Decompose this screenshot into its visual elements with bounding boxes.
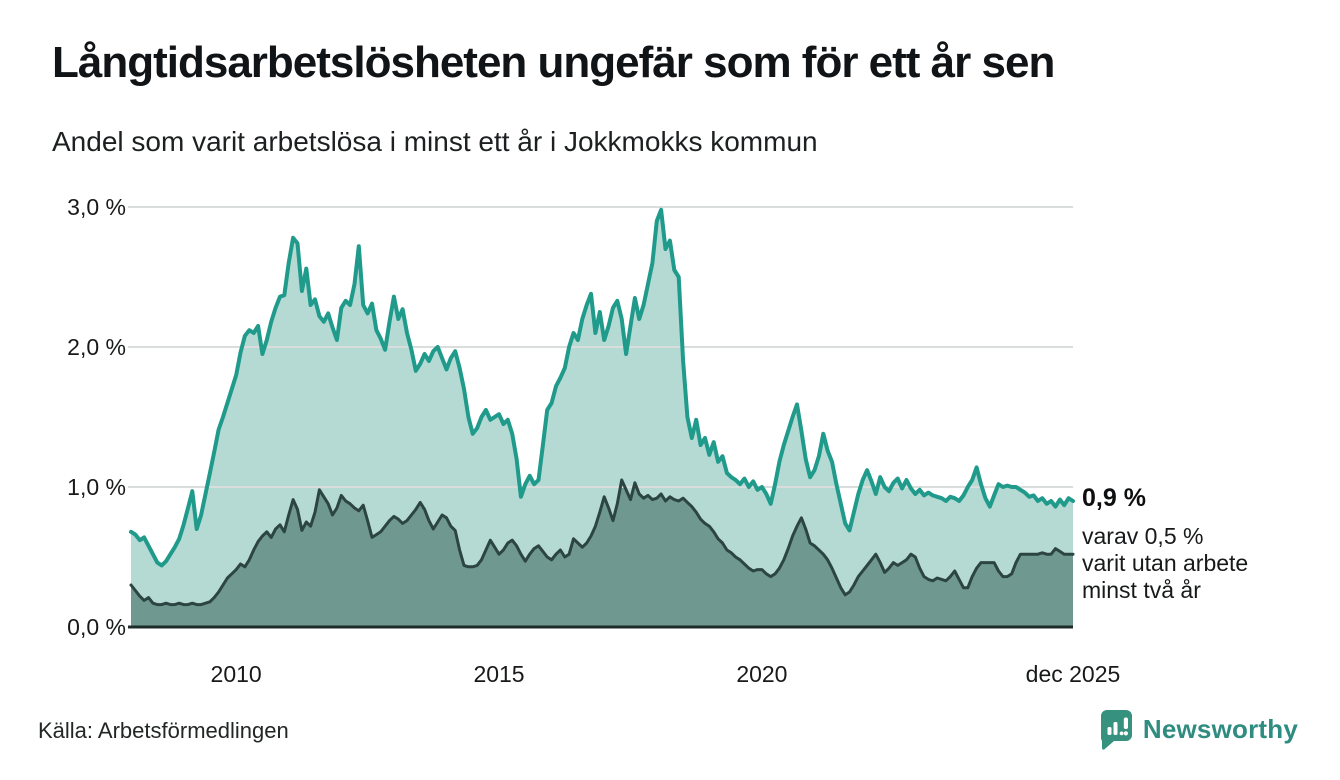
source-credit: Källa: Arbetsförmedlingen: [38, 718, 289, 743]
end-value-annotation: 0,9 % varav 0,5 % varit utan arbete mins…: [1082, 484, 1332, 604]
x-tick-2010: 2010: [210, 661, 262, 687]
x-tick-2015: 2015: [473, 661, 525, 687]
end-value-sub-1: varav 0,5 %: [1082, 523, 1204, 549]
y-tick-0: 0,0 %: [67, 614, 126, 640]
x-tick-dec-2025: dec 2025: [1025, 661, 1121, 687]
y-tick-1: 1,0 %: [67, 474, 126, 500]
gridlines: [128, 206, 1073, 488]
line-min-one-year: [129, 207, 1075, 568]
y-tick-3: 3,0 %: [67, 194, 126, 220]
newsworthy-wordmark: Newsworthy: [1142, 713, 1298, 744]
end-value-total: 0,9 %: [1082, 484, 1146, 512]
newsworthy-branding: Newsworthy: [1098, 708, 1298, 750]
x-tick-2020: 2020: [736, 661, 788, 687]
end-value-sub-3: minst två år: [1082, 577, 1201, 603]
end-value-sub-2: varit utan arbete: [1082, 550, 1249, 576]
line-min-two-years: [129, 478, 1075, 607]
newsworthy-logo-icon: [1098, 708, 1134, 750]
y-tick-2: 2,0 %: [67, 334, 126, 360]
chart-subtitle: Andel som varit arbetslösa i minst ett å…: [52, 126, 818, 157]
page-title: Långtidsarbetslösheten ungefär som för e…: [52, 38, 1055, 87]
